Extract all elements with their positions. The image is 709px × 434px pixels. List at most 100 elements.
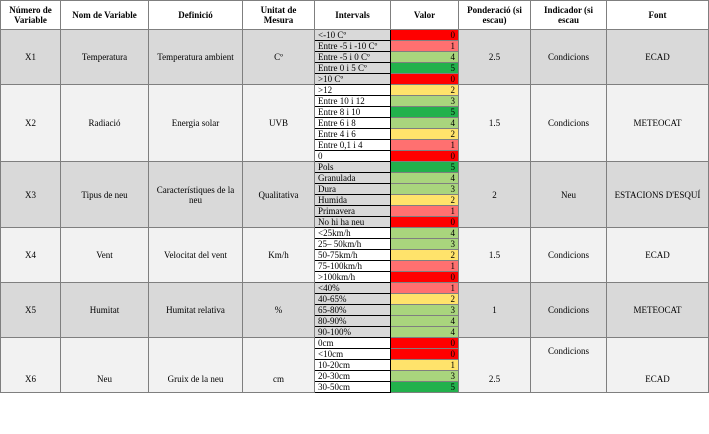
variable-unit: %	[242, 282, 315, 338]
value-cell: 0	[390, 271, 459, 283]
variable-definition: Gruix de la neu	[148, 337, 243, 393]
variable-source: ECAD	[606, 29, 709, 85]
table-row: No hi ha neu 0	[1, 216, 709, 228]
table-row: >100km/h 0	[1, 271, 709, 283]
value-cell: 5	[390, 62, 459, 74]
variable-unit: cm	[242, 337, 315, 393]
variable-weight: 2.5	[458, 337, 531, 393]
variable-number: X4	[0, 227, 61, 283]
variable-definition: Velocitat del vent	[148, 227, 243, 283]
variable-definition: Característiques de la neu	[148, 161, 243, 228]
interval-cell: >10 Cº	[314, 73, 391, 85]
table-row: 25– 50km/h 3	[1, 238, 709, 250]
header-cell: Unitat de Mesura	[242, 0, 315, 30]
interval-cell: <10cm	[314, 348, 391, 360]
value-cell: 1	[390, 40, 459, 52]
interval-cell: >12	[314, 84, 391, 96]
header-cell: Nom de Variable	[60, 0, 149, 30]
table-row: 30-50cm 5	[1, 381, 709, 393]
interval-cell: <40%	[314, 282, 391, 294]
header-cell: Número de Variable	[0, 0, 61, 30]
variable-indicator: Condicions	[530, 282, 607, 338]
variable-name: Tipus de neu	[60, 161, 149, 228]
variable-name: Temperatura	[60, 29, 149, 85]
value-cell: 5	[390, 161, 459, 173]
interval-cell: Entre 6 i 8	[314, 117, 391, 129]
interval-cell: <-10 Cº	[314, 29, 391, 41]
interval-cell: Entre 0,1 i 4	[314, 139, 391, 151]
value-cell: 1	[390, 282, 459, 294]
header-row: Número de Variable Nom de Variable Defin…	[0, 0, 709, 30]
interval-cell: 65-80%	[314, 304, 391, 316]
variable-definition: Energia solar	[148, 84, 243, 162]
value-cell: 0	[390, 216, 459, 228]
interval-cell: 80-90%	[314, 315, 391, 327]
variable-unit: UVB	[242, 84, 315, 162]
table-row: 20-30cm 3	[1, 370, 709, 382]
table-row: Primavera 1	[1, 205, 709, 217]
table-row: Entre -5 i -10 Cº 1	[1, 40, 709, 52]
interval-cell: <25km/h	[314, 227, 391, 239]
table-row: X2 Radiació Energia solar UVB >12 2 1.5 Condici…	[0, 84, 709, 162]
variable-weight: 2.5	[458, 29, 531, 85]
variable-name: Radiació	[60, 84, 149, 162]
value-cell: 2	[390, 128, 459, 140]
value-cell: 1	[390, 139, 459, 151]
value-cell: 5	[390, 381, 459, 393]
interval-cell: Granulada	[314, 172, 391, 184]
value-cell: 4	[390, 315, 459, 327]
variable-name: Humitat	[60, 282, 149, 338]
table-row: Dura 3	[1, 183, 709, 195]
interval-cell: Entre 8 i 10	[314, 106, 391, 118]
variable-indicator: Condicions	[530, 29, 607, 85]
interval-cell: 30-50cm	[314, 381, 391, 393]
variable-number: X3	[0, 161, 61, 228]
variable-name: Neu	[60, 337, 149, 393]
interval-cell: 75-100km/h	[314, 260, 391, 272]
value-cell: 2	[390, 293, 459, 305]
variable-unit: Qualitativa	[242, 161, 315, 228]
variable-number: X1	[0, 29, 61, 85]
value-cell: 3	[390, 370, 459, 382]
interval-cell: Humida	[314, 194, 391, 206]
interval-cell: Dura	[314, 183, 391, 195]
variable-unit: Cº	[242, 29, 315, 85]
value-cell: 3	[390, 304, 459, 316]
interval-cell: Entre 10 i 12	[314, 95, 391, 107]
variable-weight: 1.5	[458, 84, 531, 162]
value-cell: 0	[390, 337, 459, 349]
variable-weight: 1	[458, 282, 531, 338]
variable-number: X5	[0, 282, 61, 338]
table-row: Entre -5 i 0 Cº 4	[1, 51, 709, 63]
interval-cell: 0cm	[314, 337, 391, 349]
table-row: X1 Temperatura Temperatura ambient Cº <-10 C…	[0, 29, 709, 85]
table-row: Humida 2	[1, 194, 709, 206]
value-cell: 0	[390, 348, 459, 360]
variable-source: ESTACIONS D'ESQUÍ	[606, 161, 709, 228]
value-cell: 2	[390, 249, 459, 261]
value-cell: 3	[390, 95, 459, 107]
variables-table: Número de Variable Nom de Variable Defin…	[0, 0, 709, 393]
interval-cell: Primavera	[314, 205, 391, 217]
interval-cell: Pols	[314, 161, 391, 173]
value-cell: 1	[390, 359, 459, 371]
variable-source: METEOCAT	[606, 84, 709, 162]
value-cell: 5	[390, 106, 459, 118]
table-row: 10-20cm 1	[1, 359, 709, 371]
interval-cell: Entre -5 i 0 Cº	[314, 51, 391, 63]
interval-cell: 25– 50km/h	[314, 238, 391, 250]
value-cell: 1	[390, 260, 459, 272]
variable-definition: Humitat relativa	[148, 282, 243, 338]
table-row: 80-90% 4	[1, 315, 709, 327]
interval-cell: 90-100%	[314, 326, 391, 338]
table-row: Entre 0 i 5 Cº 5	[1, 62, 709, 74]
interval-cell: Entre 4 i 6	[314, 128, 391, 140]
header-cell: Intervals	[314, 0, 391, 30]
value-cell: 4	[390, 326, 459, 338]
variable-indicator: Condicions	[530, 337, 607, 393]
header-cell: Indicador (si escau	[530, 0, 607, 30]
table-row: <10cm 0	[1, 348, 709, 360]
value-cell: 0	[390, 29, 459, 41]
table-row: X4 Vent Velocitat del vent Km/h <25km/h 4 1.5 C…	[0, 227, 709, 283]
